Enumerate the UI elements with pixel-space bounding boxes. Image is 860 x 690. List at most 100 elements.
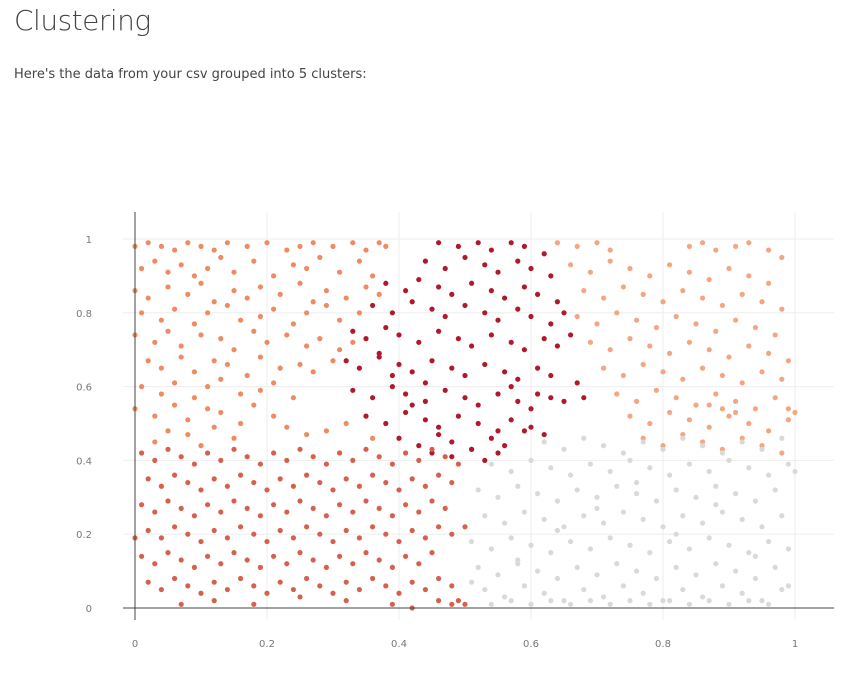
data-point — [653, 387, 660, 393]
data-point — [251, 328, 257, 334]
data-point — [277, 365, 283, 371]
data-point — [469, 280, 475, 286]
data-point — [495, 391, 501, 397]
page-description: Here's the data from your csv grouped in… — [14, 67, 367, 82]
data-point — [442, 387, 448, 393]
data-point — [521, 243, 528, 249]
data-point — [515, 306, 521, 312]
data-point — [726, 542, 732, 548]
data-point — [521, 428, 528, 434]
data-point — [647, 343, 653, 349]
page-title: Clustering — [14, 4, 151, 37]
data-point — [152, 413, 158, 419]
data-point — [185, 431, 191, 438]
data-point — [568, 601, 574, 607]
data-point — [350, 561, 356, 567]
data-point — [224, 240, 230, 246]
data-point — [594, 494, 600, 500]
data-point — [290, 535, 296, 541]
data-point — [759, 443, 765, 449]
data-point — [548, 372, 554, 379]
data-point — [719, 372, 726, 379]
data-point — [376, 557, 382, 563]
y-tick-label: 0 — [86, 604, 92, 615]
data-point — [759, 598, 765, 604]
data-point — [594, 505, 600, 511]
data-point — [462, 601, 468, 607]
data-point — [482, 310, 488, 316]
data-point — [634, 479, 640, 486]
data-point — [680, 586, 686, 593]
data-point — [614, 561, 620, 567]
data-point — [713, 502, 719, 508]
data-point — [581, 288, 587, 294]
data-point — [317, 583, 323, 589]
data-point — [502, 594, 508, 600]
data-point — [680, 435, 686, 441]
data-point — [218, 254, 224, 261]
data-point — [409, 527, 415, 534]
data-point — [284, 457, 290, 463]
data-point — [535, 365, 541, 371]
data-point — [548, 550, 554, 556]
data-point — [713, 328, 719, 334]
data-point — [739, 435, 745, 441]
data-point — [350, 387, 356, 393]
data-point — [482, 361, 488, 368]
data-point — [389, 372, 395, 379]
data-point — [601, 594, 607, 600]
data-point — [686, 417, 693, 423]
data-point — [667, 538, 673, 545]
data-point — [205, 310, 211, 316]
data-point — [436, 575, 442, 582]
data-point — [521, 284, 528, 290]
data-point — [462, 395, 468, 401]
data-point — [634, 491, 640, 497]
data-point — [396, 538, 402, 545]
x-tick-label: 0.2 — [259, 639, 275, 650]
y-tick-label: 0.4 — [76, 456, 92, 467]
data-point — [422, 417, 428, 423]
data-point — [752, 324, 759, 331]
data-point — [660, 299, 666, 305]
data-point — [752, 406, 759, 412]
data-point — [277, 476, 283, 482]
data-point — [191, 564, 197, 571]
data-point — [673, 313, 679, 320]
data-point — [469, 579, 475, 585]
data-point — [277, 291, 283, 297]
data-point — [383, 324, 389, 331]
x-tick-label: 0 — [132, 639, 138, 650]
data-point — [271, 306, 277, 312]
data-point — [330, 243, 336, 249]
data-point — [620, 372, 627, 379]
data-point — [726, 265, 732, 272]
data-point — [686, 601, 693, 607]
data-point — [165, 269, 171, 275]
data-point — [396, 590, 402, 596]
data-point — [528, 424, 534, 430]
data-point — [191, 321, 197, 327]
data-point — [541, 516, 547, 523]
data-point — [264, 487, 270, 493]
data-point — [462, 302, 468, 309]
data-point — [422, 586, 428, 593]
data-point — [719, 302, 726, 309]
data-point — [422, 258, 428, 264]
data-point — [416, 339, 422, 345]
data-point — [581, 395, 587, 401]
data-point — [356, 586, 362, 593]
data-point — [508, 384, 514, 390]
data-point — [601, 443, 607, 449]
data-point — [343, 358, 349, 364]
data-point — [178, 262, 184, 268]
data-point — [733, 568, 739, 574]
data-point — [363, 336, 369, 342]
data-point — [145, 295, 151, 301]
data-point — [772, 395, 778, 401]
data-point — [660, 443, 666, 449]
data-point — [376, 454, 382, 460]
data-point — [271, 553, 277, 559]
data-point — [383, 243, 389, 249]
